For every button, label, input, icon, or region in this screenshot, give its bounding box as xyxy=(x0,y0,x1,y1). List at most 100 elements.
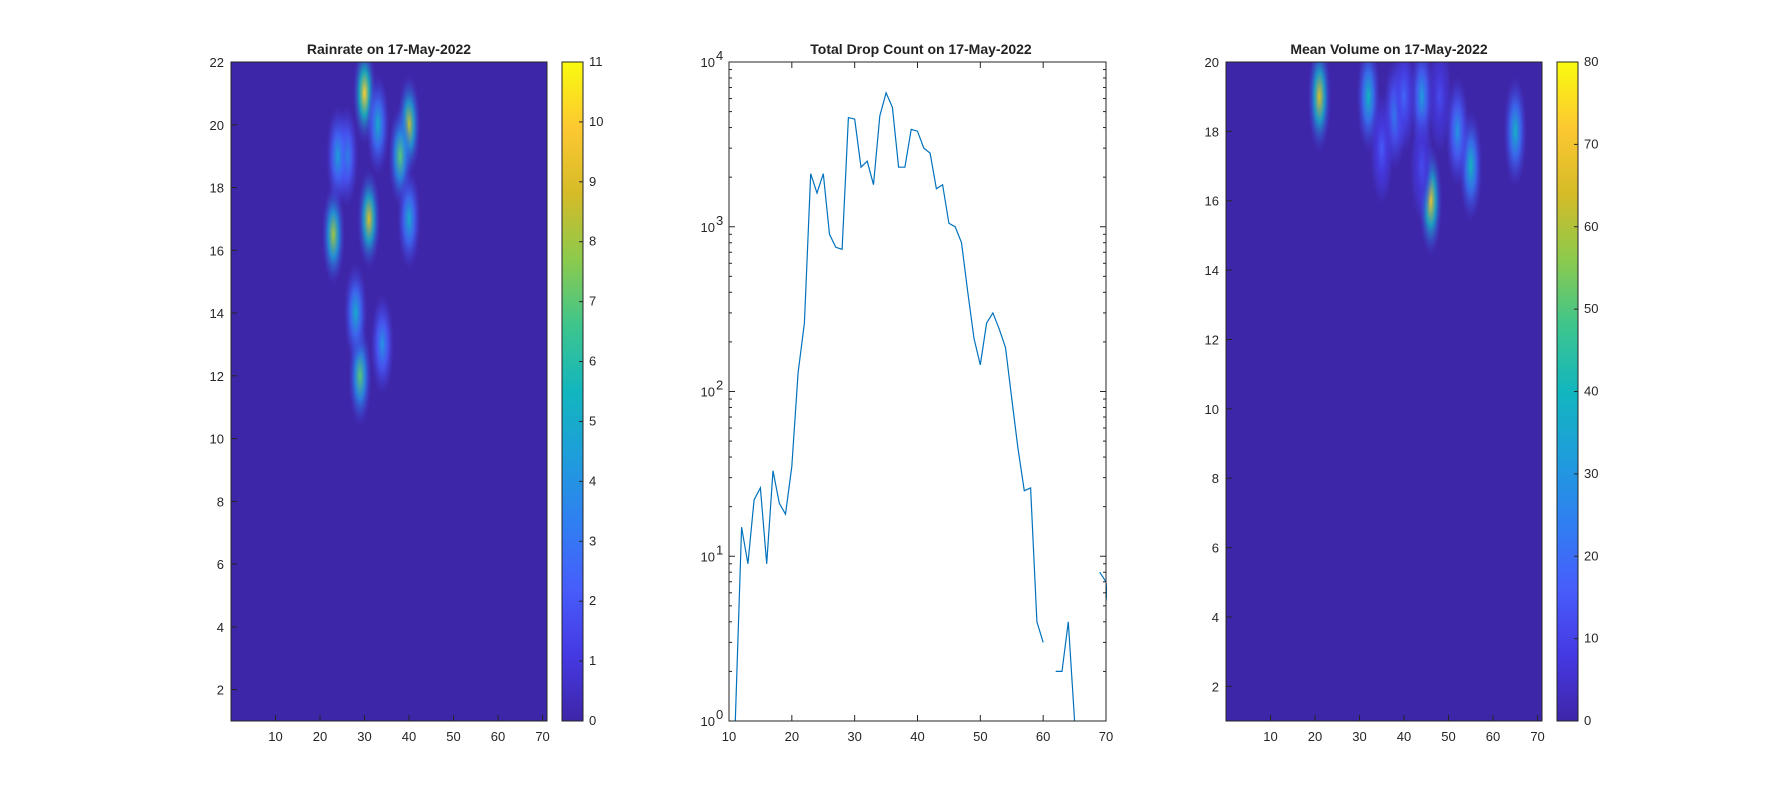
mean-volume-panel: Mean Volume on 17-May-2022 10 20 30 40 50 60 7… xyxy=(1205,41,1599,744)
colorbar-tick-label: 80 xyxy=(1584,54,1598,69)
colorbar-tick-label: 8 xyxy=(589,234,596,249)
x-tick-label: 20 xyxy=(1308,729,1322,744)
colorbar-tick-label: 6 xyxy=(589,354,596,369)
colorbar-tick-label: 1 xyxy=(589,653,596,668)
x-tick-label: 50 xyxy=(973,729,987,744)
x-tick-label: 70 xyxy=(1099,729,1113,744)
y-tick-exponent: 1 xyxy=(716,542,723,557)
x-tick-label: 40 xyxy=(1397,729,1411,744)
colorbar-tick-label: 20 xyxy=(1584,548,1598,563)
heatmap-blobs xyxy=(321,62,421,427)
colorbar-tick-label: 5 xyxy=(589,413,596,428)
rainrate-x-ticks: 10 20 30 40 50 60 70 xyxy=(268,715,550,744)
rainrate-title: Rainrate on 17-May-2022 xyxy=(307,41,471,57)
x-tick-label: 10 xyxy=(268,729,282,744)
rainrate-y-ticks: 2 4 6 8 10 12 14 16 18 20 22 xyxy=(210,55,237,698)
drop-count-series-line xyxy=(734,90,1044,722)
colorbar-tick-label: 11 xyxy=(589,54,603,69)
mean-volume-y-ticks: 2 4 6 8 10 12 14 16 18 20 xyxy=(1205,55,1232,694)
drop-count-x-ticks: 10 20 30 40 50 60 70 xyxy=(722,62,1113,744)
mean-volume-title: Mean Volume on 17-May-2022 xyxy=(1290,41,1488,57)
colorbar-frame xyxy=(561,61,584,722)
colorbar-tick-label: 50 xyxy=(1584,301,1598,316)
plot-background xyxy=(729,62,1106,721)
y-tick-label: 22 xyxy=(210,55,224,70)
colorbar-tick-label: 9 xyxy=(589,174,596,189)
y-tick-label: 12 xyxy=(210,369,224,384)
x-tick-label: 40 xyxy=(910,729,924,744)
x-tick-label: 60 xyxy=(491,729,505,744)
y-tick-exponent: 4 xyxy=(716,48,723,63)
rainrate-panel: Rainrate on 17-May-2022 10 20 30 40 50 60 70 2… xyxy=(210,41,604,744)
x-tick-label: 60 xyxy=(1486,729,1500,744)
plot-frame xyxy=(1225,61,1543,722)
x-tick-label: 20 xyxy=(313,729,327,744)
y-tick-label: 10 xyxy=(701,714,715,729)
heatmap-hotspot xyxy=(1392,62,1416,153)
y-tick-label: 14 xyxy=(1205,263,1219,278)
y-tick-label: 10 xyxy=(210,432,224,447)
heatmap-hotspot xyxy=(1370,93,1394,205)
colorbar-gradient xyxy=(1557,62,1578,721)
y-tick-label: 10 xyxy=(701,220,715,235)
y-tick-exponent: 0 xyxy=(716,707,723,722)
y-tick-label: 10 xyxy=(1205,402,1219,417)
y-tick-exponent: 3 xyxy=(716,213,723,228)
colorbar-tick-label: 10 xyxy=(1584,631,1598,646)
mean-volume-heatmap xyxy=(1225,61,1543,722)
y-tick-label: 10 xyxy=(701,55,715,70)
colorbar-tick-label: 40 xyxy=(1584,384,1598,399)
y-tick-label: 8 xyxy=(1212,471,1219,486)
heatmap-hotspot xyxy=(397,168,421,270)
mean-volume-x-ticks: 10 20 30 40 50 60 70 xyxy=(1263,715,1545,744)
colorbar-tick-label: 3 xyxy=(589,533,596,548)
x-tick-label: 10 xyxy=(1263,729,1277,744)
y-tick-label: 4 xyxy=(217,620,224,635)
y-tick-label: 10 xyxy=(701,385,715,400)
colorbar-tick-label: 10 xyxy=(589,114,603,129)
y-tick-label: 20 xyxy=(210,118,224,133)
rainrate-heatmap xyxy=(230,61,548,722)
heatmap-hotspot xyxy=(370,294,394,395)
y-tick-label: 6 xyxy=(1212,541,1219,556)
plot-frame xyxy=(230,61,548,722)
y-tick-label: 16 xyxy=(1205,194,1219,209)
colorbar-gradient xyxy=(562,62,583,721)
y-tick-label: 12 xyxy=(1205,332,1219,347)
heatmap-hotspot xyxy=(357,168,381,270)
x-tick-label: 30 xyxy=(357,729,371,744)
x-tick-label: 20 xyxy=(785,729,799,744)
rainrate-colorbar: 0 1 2 3 4 5 6 7 8 9 10 11 xyxy=(561,54,603,728)
colorbar-tick-label: 0 xyxy=(1584,713,1591,728)
mean-volume-colorbar: 0 10 20 30 40 50 60 70 80 xyxy=(1556,54,1598,728)
x-tick-label: 10 xyxy=(722,729,736,744)
heatmap-hotspot xyxy=(1307,62,1332,153)
y-tick-label: 18 xyxy=(210,181,224,196)
y-tick-label: 6 xyxy=(217,557,224,572)
heatmap-blobs xyxy=(1307,62,1527,257)
colorbar-tick-label: 70 xyxy=(1584,136,1598,151)
y-tick-exponent: 2 xyxy=(716,378,723,393)
colorbar-tick-label: 7 xyxy=(589,294,596,309)
x-tick-label: 30 xyxy=(1352,729,1366,744)
colorbar-tick-label: 30 xyxy=(1584,466,1598,481)
x-tick-label: 60 xyxy=(1036,729,1050,744)
heatmap-hotspot xyxy=(1428,62,1452,153)
heatmap-hotspot xyxy=(1445,75,1470,187)
y-tick-label: 20 xyxy=(1205,55,1219,70)
heatmap-background xyxy=(231,62,547,721)
drop-count-series-line xyxy=(1055,621,1076,722)
x-tick-label: 30 xyxy=(847,729,861,744)
y-tick-label: 10 xyxy=(701,549,715,564)
heatmap-hotspot xyxy=(344,262,368,364)
x-tick-label: 40 xyxy=(402,729,416,744)
x-tick-label: 50 xyxy=(446,729,460,744)
drop-count-title: Total Drop Count on 17-May-2022 xyxy=(810,41,1032,57)
y-tick-label: 18 xyxy=(1205,124,1219,139)
drop-count-panel: Total Drop Count on 17-May-2022 10 20 30 40… xyxy=(701,41,1114,744)
y-tick-label: 8 xyxy=(217,494,224,509)
heatmap-hotspot xyxy=(1503,75,1527,187)
heatmap-hotspot xyxy=(1410,110,1434,222)
